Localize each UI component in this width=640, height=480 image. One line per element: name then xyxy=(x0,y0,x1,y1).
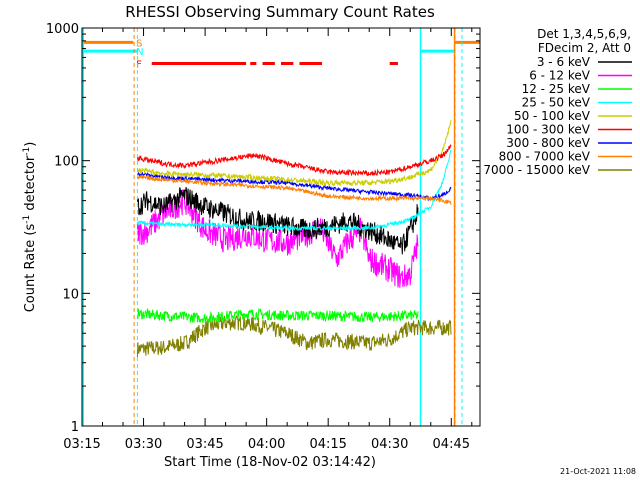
legend-header-0: Det 1,3,4,5,6,9, xyxy=(537,27,631,41)
y-tick-label-1: 10 xyxy=(62,287,79,302)
axes-layer: 1 10 100 1000 03:15 03:30 03:45 04:00 04:15 04:30… xyxy=(46,22,480,452)
series-line-4 xyxy=(136,120,452,187)
legend: Det 1,3,4,5,6,9,FDecim 2, Att 03 - 6 keV… xyxy=(483,27,632,177)
legend-header-1: FDecim 2, Att 0 xyxy=(538,41,631,55)
series-layer xyxy=(136,120,452,358)
legend-label-6: 300 - 800 keV xyxy=(506,136,590,150)
x-tick-label-0: 03:15 xyxy=(63,437,100,452)
series-line-3 xyxy=(136,149,452,232)
flag-letter-f: F xyxy=(136,60,142,71)
legend-label-0: 3 - 6 keV xyxy=(537,55,591,69)
flag-letter-s: S xyxy=(136,38,142,49)
x-tick-label-6: 04:45 xyxy=(433,437,470,452)
y-label-sup1: -1 xyxy=(22,215,32,224)
flag-letter-n: N xyxy=(136,47,143,58)
y-label-part3: ) xyxy=(23,142,38,147)
legend-label-3: 25 - 50 keV xyxy=(522,96,591,110)
legend-label-4: 50 - 100 keV xyxy=(514,109,591,123)
legend-label-8: 7000 - 15000 keV xyxy=(483,163,590,177)
x-axis-label: Start Time (18-Nov-02 03:14:42) xyxy=(164,455,376,470)
flags-layer: SNF xyxy=(82,38,480,71)
legend-label-5: 100 - 300 keV xyxy=(506,123,590,137)
vlines-layer xyxy=(82,28,463,426)
series-line-8 xyxy=(136,315,452,358)
x-tick-label-2: 03:45 xyxy=(186,437,223,452)
series-line-5 xyxy=(136,144,452,177)
y-tick-label-2: 100 xyxy=(54,155,79,170)
series-line-0 xyxy=(136,187,419,255)
plot-frame xyxy=(81,27,481,427)
y-label-part1: Count Rate (s xyxy=(23,224,38,313)
legend-label-2: 12 - 25 keV xyxy=(522,82,591,96)
y-axis-label: Count Rate (s-1 detector-1) xyxy=(22,142,38,313)
y-tick-label-3: 1000 xyxy=(46,22,79,37)
x-tick-label-3: 04:00 xyxy=(248,437,285,452)
y-label-sup2: -1 xyxy=(22,147,32,156)
series-line-7 xyxy=(137,174,452,205)
y-tick-label-0: 1 xyxy=(71,420,79,435)
legend-label-1: 6 - 12 keV xyxy=(529,69,591,83)
x-tick-label-1: 03:30 xyxy=(125,437,162,452)
x-tick-label-5: 04:30 xyxy=(371,437,408,452)
chart-title: RHESSI Observing Summary Count Rates xyxy=(125,3,435,21)
y-label-part2: detector xyxy=(23,155,38,215)
x-tick-label-4: 04:15 xyxy=(309,437,346,452)
footer-date: 21-Oct-2021 11:08 xyxy=(560,467,636,476)
series-line-2 xyxy=(136,307,419,324)
legend-label-7: 800 - 7000 keV xyxy=(499,150,591,164)
series-line-1 xyxy=(136,189,419,288)
